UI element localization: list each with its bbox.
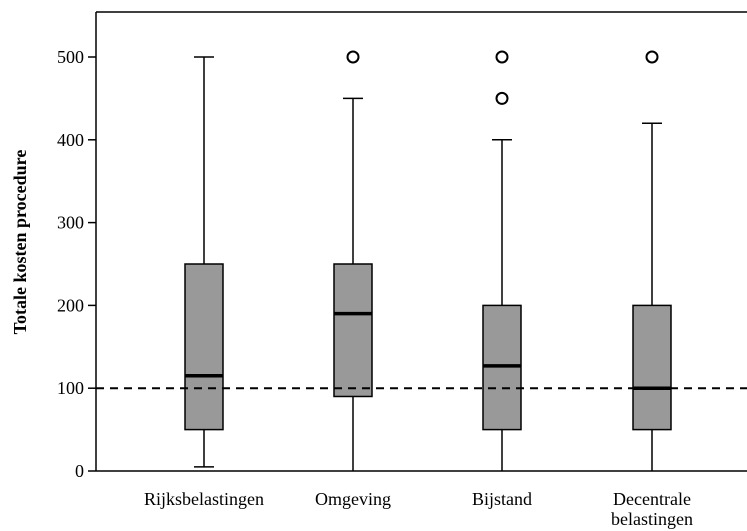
outlier-point (346, 50, 360, 64)
boxes-group (184, 50, 672, 471)
iqr-box (333, 263, 373, 398)
category-label-1: Omgeving (315, 489, 391, 509)
y-axis: 0 100 200 300 400 500 (57, 47, 96, 481)
box-plot-3 (632, 50, 672, 471)
category-label-3: Decentrale belastingen (611, 489, 693, 529)
box-plot-2 (482, 50, 522, 471)
box-plot-0 (184, 56, 224, 468)
box-plot-1 (333, 50, 373, 471)
y-tick-label: 300 (57, 213, 84, 233)
outlier-point (645, 50, 659, 64)
y-tick-label: 200 (57, 295, 84, 315)
y-axis-title: Totale kosten procedure (10, 150, 30, 335)
outlier-point (495, 91, 509, 105)
iqr-box (184, 263, 224, 431)
category-label-2: Bijstand (472, 489, 532, 509)
y-tick-label: 500 (57, 47, 84, 67)
y-tick-label: 400 (57, 130, 84, 150)
x-axis-labels: Rijksbelastingen Omgeving Bijstand Decentra… (144, 489, 693, 529)
plot-frame (95, 11, 747, 472)
outlier-point (495, 50, 509, 64)
category-label-0: Rijksbelastingen (144, 489, 264, 509)
y-tick-label: 0 (75, 461, 84, 481)
iqr-box (632, 304, 672, 431)
y-tick-label: 100 (57, 378, 84, 398)
